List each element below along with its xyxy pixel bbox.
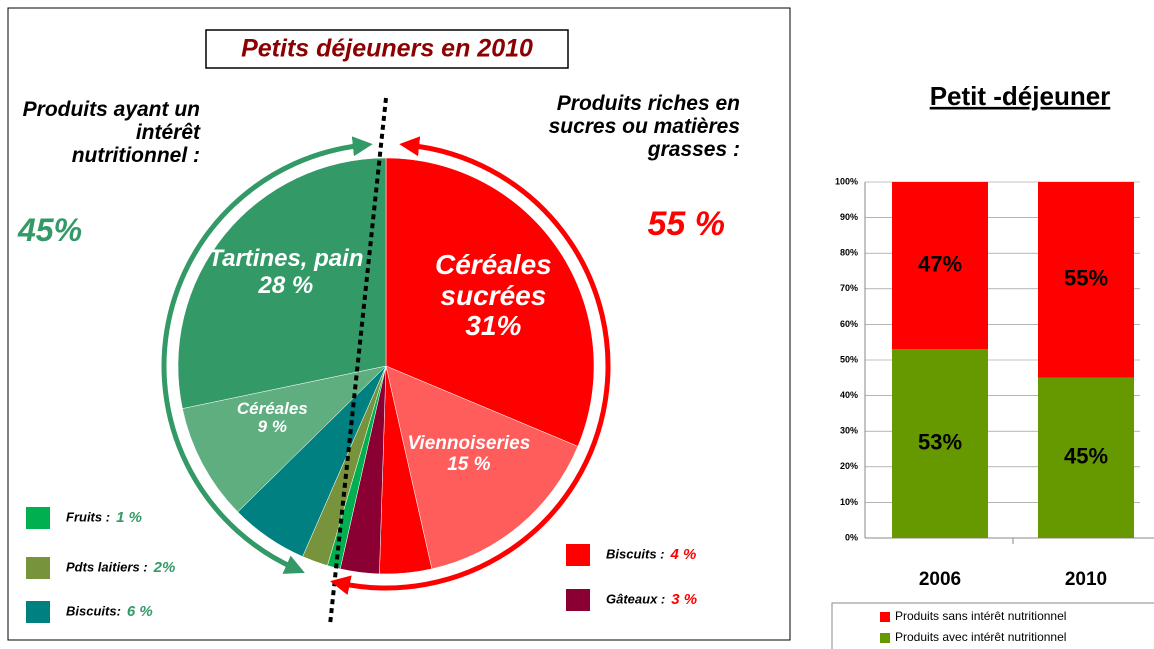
y-tick-label: 80% bbox=[840, 248, 858, 258]
y-tick-label: 100% bbox=[835, 176, 858, 186]
pie-panel bbox=[7, 7, 791, 641]
slice-label: Viennoiseries 15 % bbox=[389, 433, 549, 476]
group-value: 55 % bbox=[647, 205, 726, 243]
y-tick-label: 10% bbox=[840, 497, 858, 507]
slice-value: 9 % bbox=[257, 417, 287, 437]
slice-label: Tartines, pain 28 % bbox=[206, 245, 366, 299]
y-tick-label: 30% bbox=[840, 426, 858, 436]
group-label: Produits riches en sucres ou matières gr… bbox=[548, 92, 740, 162]
legend-label: Pdts laitiers : bbox=[66, 559, 148, 574]
y-tick-label: 70% bbox=[840, 283, 858, 293]
y-tick-label: 50% bbox=[840, 354, 858, 364]
legend-swatch bbox=[880, 612, 890, 622]
data-label: 55% bbox=[1064, 266, 1108, 291]
group-arrow bbox=[330, 136, 611, 595]
legend-label: Gâteaux : bbox=[606, 591, 665, 606]
legend-value: 2% bbox=[153, 559, 176, 576]
bar-segment bbox=[892, 349, 988, 538]
slice-value: 31% bbox=[465, 310, 522, 342]
legend-label: Produits avec intérêt nutritionnel bbox=[895, 630, 1066, 644]
slice-name: Viennoiseries bbox=[407, 433, 531, 455]
bar-segment bbox=[892, 182, 988, 350]
legend-label: Biscuits: bbox=[66, 603, 121, 618]
y-tick-label: 40% bbox=[840, 390, 858, 400]
legend-value: 1 % bbox=[116, 509, 142, 526]
group-label: Produits ayant un intérêt nutritionnel : bbox=[22, 98, 200, 168]
legend-label: Fruits : bbox=[66, 509, 110, 524]
data-label: 45% bbox=[1064, 444, 1108, 469]
slice-name: Céréales sucrées bbox=[434, 248, 552, 311]
legend-swatch bbox=[566, 589, 590, 611]
bar-segment bbox=[1038, 182, 1134, 378]
legend-swatch bbox=[880, 633, 890, 643]
y-tick-label: 60% bbox=[840, 319, 858, 329]
legend-swatch bbox=[26, 601, 50, 623]
data-label: 53% bbox=[918, 429, 962, 454]
title-box bbox=[205, 29, 569, 69]
y-tick-label: 20% bbox=[840, 461, 858, 471]
y-tick-label: 0% bbox=[845, 532, 858, 542]
bar-segment bbox=[1038, 377, 1134, 538]
legend-value: 6 % bbox=[127, 603, 153, 620]
x-tick-label: 2010 bbox=[1065, 569, 1107, 590]
legend-swatch bbox=[26, 557, 50, 579]
legend-swatch bbox=[566, 544, 590, 566]
x-tick-label: 2006 bbox=[919, 569, 961, 590]
slice-name: Céréales bbox=[236, 398, 308, 418]
slice-name: Tartines, pain bbox=[208, 245, 364, 273]
pie-slice bbox=[385, 157, 595, 447]
bar-title: Petit -déjeuner bbox=[930, 81, 1111, 111]
slice-value: 15 % bbox=[447, 454, 491, 476]
legend-value: 4 % bbox=[670, 546, 697, 563]
legend-label: Biscuits : bbox=[606, 546, 665, 561]
group-value: 45% bbox=[18, 212, 83, 248]
slice-label: Céréales 9 % bbox=[192, 398, 352, 437]
y-tick-label: 90% bbox=[840, 212, 858, 222]
slice-label: Céréales sucrées 31% bbox=[413, 248, 573, 342]
legend-label: Produits sans intérêt nutritionnel bbox=[895, 609, 1066, 623]
slice-value: 28 % bbox=[258, 271, 314, 299]
legend-swatch bbox=[26, 507, 50, 529]
pie-slice bbox=[385, 365, 579, 570]
chart-title: Petits déjeuners en 2010 bbox=[241, 35, 533, 63]
data-label: 47% bbox=[918, 251, 962, 276]
group-arrow bbox=[161, 136, 373, 574]
legend-value: 3 % bbox=[671, 591, 697, 608]
